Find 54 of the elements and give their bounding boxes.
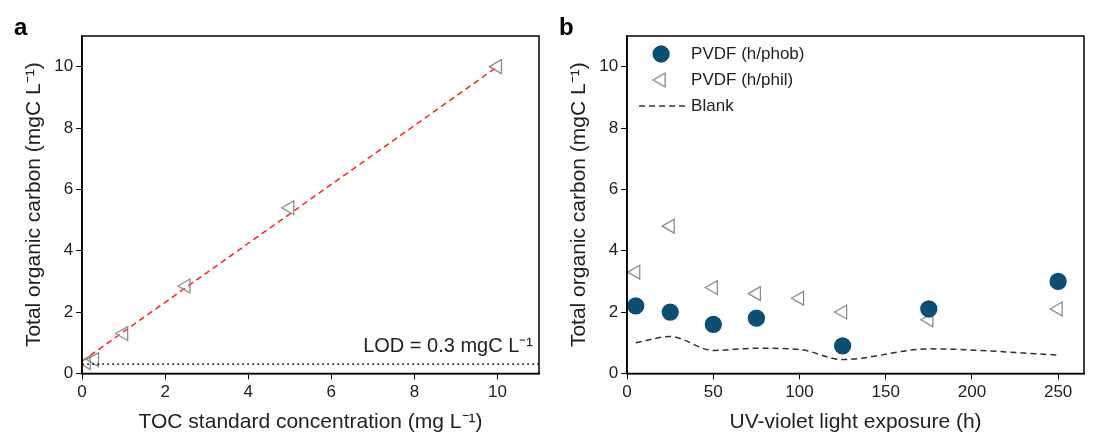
y-tick-label: 8 [608,117,619,137]
legend-label: PVDF (h/phil) [691,69,794,89]
x-tick-label: 6 [326,382,337,402]
point [704,279,718,296]
point [661,303,679,321]
x-tick-label: 150 [871,382,900,402]
x-tick-label: 2 [160,382,170,402]
point [627,297,645,315]
point [488,59,503,75]
point [833,337,852,355]
y-tick-label: 10 [599,56,619,76]
x-tick-label: 200 [957,382,987,402]
y-tick-label: 0 [63,363,74,383]
x-axis-title: UV-violet light exposure (h) [729,409,982,433]
x-tick-label: 0 [622,382,632,402]
x-tick-label: 100 [785,382,814,402]
point [85,352,100,368]
x-tick-label: 50 [703,382,723,402]
point [627,264,641,280]
y-tick-label: 4 [63,240,74,260]
point [790,290,805,306]
point [747,286,762,302]
x-tick-label: 0 [77,382,87,402]
point [177,278,191,294]
point [115,325,129,342]
y-tick-label: 6 [608,179,619,199]
y-tick-label: 0 [608,363,619,383]
line-series [634,335,1059,361]
y-tick-label: 4 [608,240,619,260]
x-axis-title: TOC standard concentration (mg L⁻¹) [138,409,483,433]
chart-title: a [14,12,28,40]
point [920,300,938,318]
legend-label: Blank [691,95,735,115]
point [833,304,848,320]
x-tick-label: 8 [409,382,420,402]
point [747,309,766,327]
y-tick-label: 6 [63,179,74,199]
y-tick-label: 2 [608,301,619,321]
ref-line-label: LOD = 0.3 mgC L⁻¹ [363,333,534,356]
point [1049,301,1063,317]
point [661,218,675,234]
x-tick-label: 10 [488,382,507,402]
y-axis-title: Total organic carbon (mgC L⁻¹) [21,62,45,348]
point [704,315,722,333]
x-tick-label: 250 [1043,382,1073,402]
chart-title: b [559,12,574,40]
y-tick-label: 8 [63,117,74,137]
y-axis-title: Total organic carbon (mgC L⁻¹) [566,62,590,348]
y-tick-label: 2 [63,301,74,321]
legend-label: PVDF (h/phob) [691,43,805,63]
y-tick-label: 10 [54,56,74,76]
x-tick-label: 4 [243,382,253,402]
point [1049,272,1067,291]
point [281,200,295,216]
